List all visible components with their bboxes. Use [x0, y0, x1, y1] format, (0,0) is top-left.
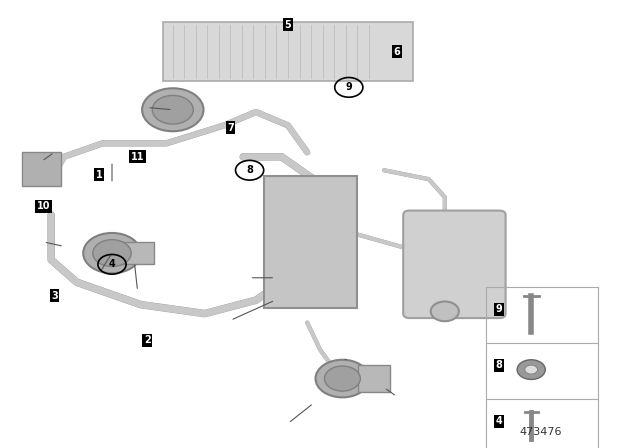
Text: 4: 4 — [109, 259, 115, 269]
Text: 5: 5 — [285, 20, 291, 30]
Circle shape — [431, 302, 459, 321]
Text: 10: 10 — [36, 201, 51, 211]
FancyBboxPatch shape — [264, 176, 357, 308]
Text: 8: 8 — [246, 165, 253, 175]
Text: 3: 3 — [51, 291, 58, 301]
Circle shape — [517, 360, 545, 379]
Text: 9: 9 — [496, 304, 502, 314]
FancyBboxPatch shape — [163, 22, 413, 81]
Circle shape — [324, 366, 360, 391]
Circle shape — [142, 88, 204, 131]
Text: 9: 9 — [346, 82, 352, 92]
Circle shape — [525, 365, 538, 374]
Circle shape — [152, 95, 193, 124]
Text: 8: 8 — [496, 360, 502, 370]
Text: 1: 1 — [96, 170, 102, 180]
Text: 6: 6 — [394, 47, 400, 56]
Circle shape — [83, 233, 141, 273]
FancyBboxPatch shape — [22, 152, 61, 186]
Circle shape — [93, 240, 131, 267]
Circle shape — [316, 360, 369, 397]
Text: 7: 7 — [227, 123, 234, 133]
FancyBboxPatch shape — [122, 242, 154, 264]
Text: 11: 11 — [131, 152, 145, 162]
Text: 4: 4 — [496, 416, 502, 426]
FancyBboxPatch shape — [403, 211, 506, 318]
Text: 2: 2 — [144, 336, 150, 345]
FancyBboxPatch shape — [358, 365, 390, 392]
Text: 473476: 473476 — [520, 427, 562, 437]
